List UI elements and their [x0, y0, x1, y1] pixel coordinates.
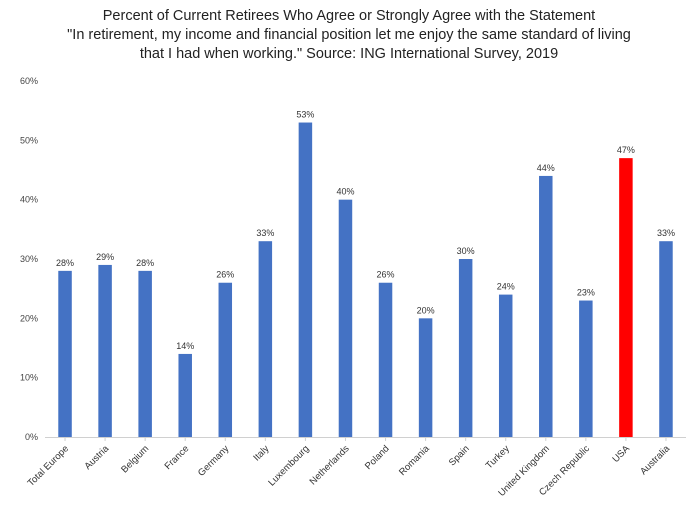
data-label: 26%	[377, 270, 395, 280]
y-tick-label: 50%	[20, 135, 38, 145]
x-tick-label: Austria	[83, 443, 112, 472]
data-label: 47%	[617, 145, 635, 155]
x-tick-label: Poland	[363, 443, 392, 472]
x-tick-label: Australia	[638, 443, 672, 477]
bar	[98, 264, 112, 437]
data-label: 23%	[577, 288, 595, 298]
chart-title-line-3: that I had when working." Source: ING In…	[139, 46, 559, 62]
bar	[458, 259, 473, 437]
y-tick-label: 20%	[20, 313, 38, 323]
bar	[178, 353, 192, 437]
bar	[258, 241, 273, 437]
x-tick-label: Germany	[196, 443, 232, 479]
bar	[218, 282, 233, 437]
data-label: 29%	[96, 252, 114, 262]
chart-title-line-2: "In retirement, my income and financial …	[67, 27, 631, 43]
bar	[539, 175, 553, 437]
y-tick-label: 30%	[20, 254, 38, 264]
y-tick-label: 60%	[20, 76, 38, 86]
bar	[338, 199, 353, 437]
bar	[579, 300, 593, 437]
bar	[298, 122, 313, 438]
y-tick-label: 10%	[20, 373, 38, 383]
x-tick-label: Netherlands	[308, 443, 352, 487]
x-tick-label: Turkey	[484, 443, 512, 471]
data-label: 20%	[417, 305, 435, 315]
x-tick-label: Luxembourg	[266, 443, 311, 488]
data-label: 40%	[336, 187, 354, 197]
y-tick-label: 40%	[20, 195, 38, 205]
bar	[498, 294, 513, 437]
x-tick-label: Romania	[397, 443, 432, 478]
bar	[659, 241, 673, 437]
data-label: 28%	[56, 258, 74, 268]
data-label: 14%	[176, 341, 194, 351]
bar	[138, 270, 152, 437]
data-label: 28%	[136, 258, 154, 268]
data-label: 33%	[256, 228, 274, 238]
data-label: 26%	[216, 270, 234, 280]
data-label: 53%	[296, 110, 314, 120]
data-label: 30%	[457, 246, 475, 256]
data-label: 44%	[537, 163, 555, 173]
bar	[58, 270, 72, 437]
x-tick-label: USA	[610, 443, 632, 465]
data-label: 33%	[657, 228, 675, 238]
x-tick-label: Total Europe	[26, 443, 71, 488]
data-label: 24%	[497, 282, 515, 292]
chart-title-line-1: Percent of Current Retirees Who Agree or…	[102, 8, 596, 24]
x-tick-label: France	[163, 443, 192, 472]
x-tick-label: Spain	[447, 443, 472, 468]
x-tick-label: Belgium	[119, 443, 151, 475]
bar	[378, 282, 393, 437]
bar	[418, 318, 433, 437]
x-tick-label: Italy	[251, 443, 271, 463]
y-tick-label: 0%	[25, 432, 38, 442]
bar	[619, 158, 633, 437]
